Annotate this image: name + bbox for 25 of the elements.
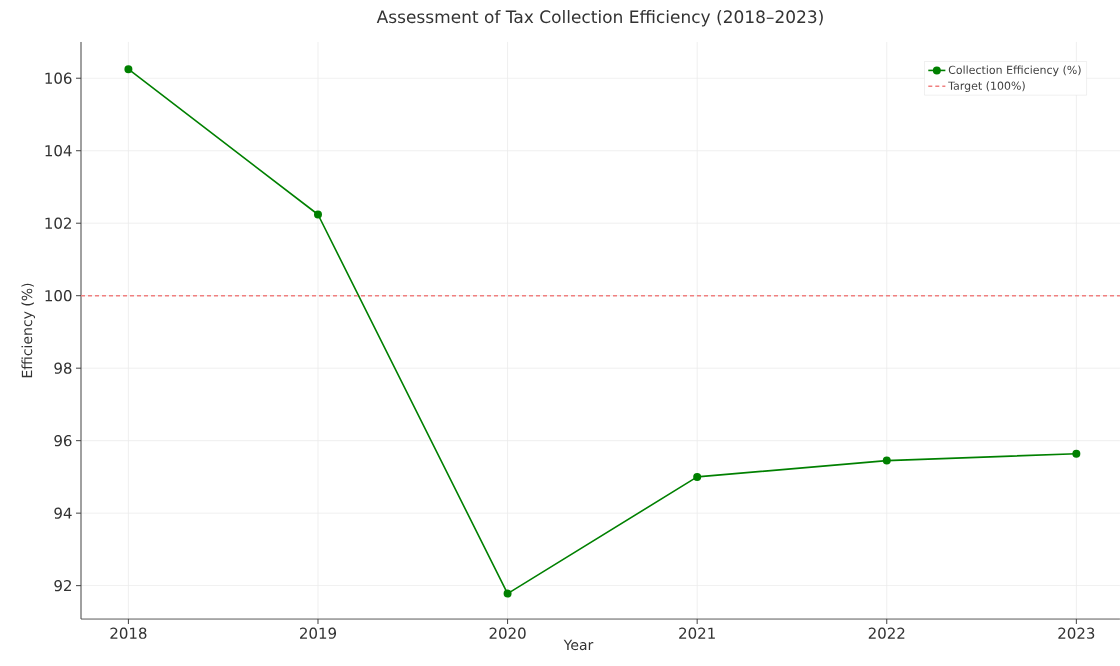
y-tick-label: 92 bbox=[54, 579, 71, 592]
point bbox=[313, 210, 322, 219]
y-tick-label: 96 bbox=[54, 434, 72, 447]
x-tick-label: 2022 bbox=[868, 627, 905, 639]
x-axis-title: Year bbox=[563, 639, 594, 651]
y-tick-label: 104 bbox=[45, 145, 72, 157]
y-tick-label: 100 bbox=[45, 290, 72, 302]
y-axis-title: Efficiency (%) bbox=[21, 283, 35, 378]
point bbox=[882, 456, 891, 465]
x-tick-label: 2019 bbox=[300, 627, 337, 639]
y-tick-label: 98 bbox=[54, 362, 72, 374]
y-tick-label: 94 bbox=[54, 507, 72, 519]
x-tick-label: 2020 bbox=[489, 627, 526, 639]
x-tick-label: 2018 bbox=[110, 627, 147, 639]
legend-label: Collection Efficiency (%) bbox=[948, 65, 1081, 77]
point bbox=[1072, 449, 1081, 458]
chart-title: Assessment of Tax Collection Efficiency (2018–2023) bbox=[376, 10, 823, 27]
point bbox=[503, 589, 512, 598]
point bbox=[693, 472, 702, 481]
point bbox=[124, 65, 133, 74]
y-tick-label: 106 bbox=[45, 72, 72, 84]
x-tick-label: 2021 bbox=[679, 627, 715, 639]
legend-label: Target (100%) bbox=[948, 81, 1025, 92]
y-tick-label: 102 bbox=[45, 217, 71, 229]
x-tick-label: 2023 bbox=[1058, 627, 1095, 639]
